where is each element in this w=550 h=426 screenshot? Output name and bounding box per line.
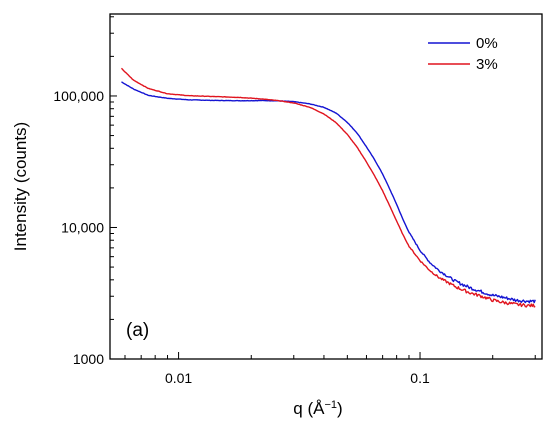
y-tick-label: 1000 [73, 351, 104, 367]
legend-label-1: 0% [476, 35, 498, 52]
y-axis-title: Intensity (counts) [11, 122, 30, 251]
series-line-1 [121, 81, 536, 304]
x-axis-title-exponent: −1 [324, 399, 337, 411]
y-tick-label: 100,000 [53, 88, 104, 104]
y-tick-label: 10,000 [61, 219, 104, 235]
plot-frame [109, 13, 543, 360]
x-tick-label: 0.1 [410, 370, 430, 386]
legend-label-2: 3% [476, 56, 498, 73]
axes: 1000 10,000 100,000 0.01 0.1 [53, 13, 543, 386]
series-line-2 [120, 67, 536, 308]
legend: 0%3% [428, 35, 498, 73]
panel-label: (a) [126, 320, 149, 341]
series-layer [120, 67, 536, 308]
x-tick-label: 0.01 [165, 370, 192, 386]
x-axis-title-main: q (Å [293, 399, 325, 418]
x-axis-title-close: ) [337, 399, 343, 418]
x-axis-title: q (Å−1) [293, 399, 342, 418]
